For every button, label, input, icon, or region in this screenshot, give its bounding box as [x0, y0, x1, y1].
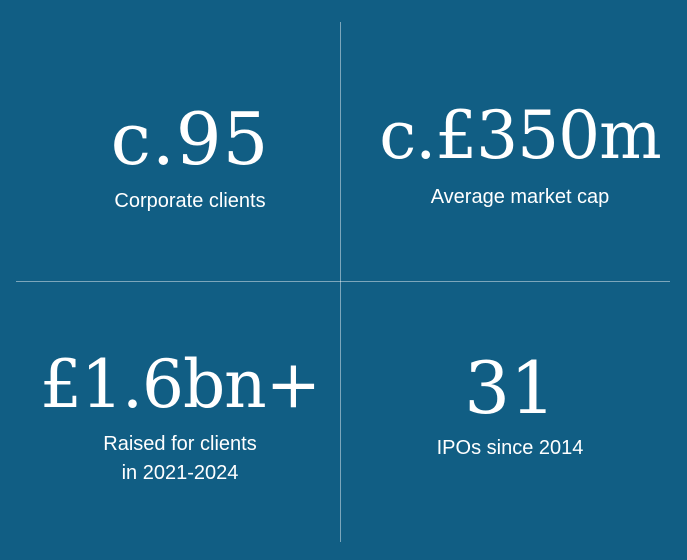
stat-value: c.95: [110, 97, 270, 181]
stat-label: IPOs since 2014: [436, 437, 584, 459]
stat-value: 31: [464, 346, 556, 430]
stat-corporate-clients: c.95 Corporate clients: [40, 103, 340, 216]
horizontal-divider: [16, 281, 670, 282]
stat-label: Average market cap: [430, 186, 610, 208]
stat-ipos-since-2014: 31 IPOs since 2014: [355, 352, 665, 463]
stat-raised-for-clients: £1.6bn+ Raised for clients in 2021-2024: [20, 352, 340, 488]
stat-label: Corporate clients: [114, 190, 266, 212]
vertical-divider: [340, 22, 341, 542]
stat-value: c.£350m: [379, 97, 662, 174]
stat-label: Raised for clients in 2021-2024: [103, 433, 257, 484]
stat-value: £1.6bn+: [39, 346, 321, 423]
stat-average-market-cap: c.£350m Average market cap: [355, 103, 685, 212]
